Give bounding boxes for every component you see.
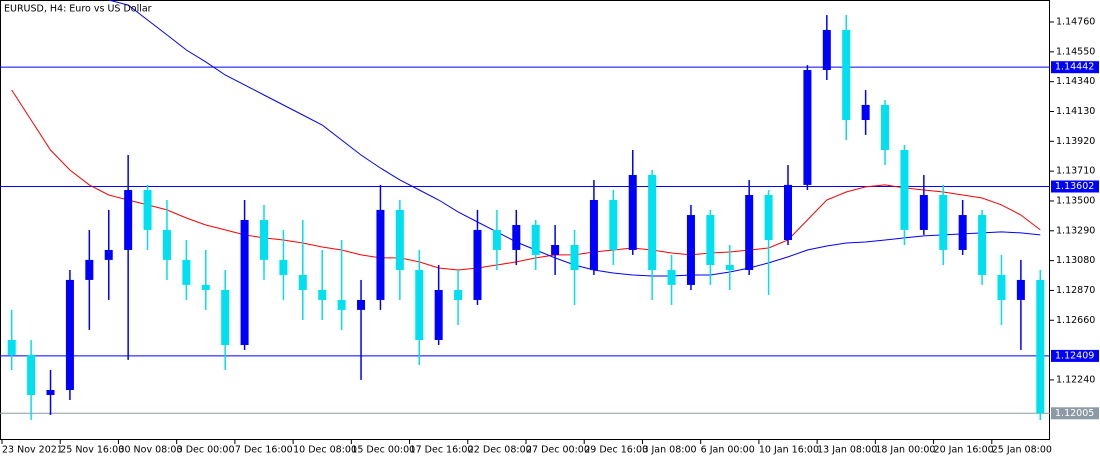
candle-body — [201, 284, 210, 291]
x-tick-label: 3 Jan 08:00 — [642, 445, 696, 456]
candle-body — [1036, 279, 1045, 414]
x-tick-label: 13 Jan 08:00 — [817, 445, 877, 456]
candle-body — [725, 265, 734, 270]
candle-body — [415, 269, 424, 341]
y-tick-label: 1.12660 — [1056, 315, 1095, 326]
candle-body — [337, 299, 346, 310]
candle-body — [260, 220, 268, 260]
candle-body — [667, 269, 676, 285]
candle-body — [104, 249, 113, 260]
x-tick-label: 17 Dec 16:00 — [410, 445, 474, 456]
candle-body — [919, 195, 928, 230]
y-tick-label: 1.13710 — [1056, 166, 1095, 177]
y-tick-label: 1.14340 — [1056, 76, 1095, 87]
candle-body — [240, 220, 249, 345]
candle-body — [978, 215, 987, 275]
candle-body — [764, 195, 773, 241]
x-tick-label: 22 Dec 08:00 — [468, 445, 532, 456]
candle-body — [65, 279, 74, 391]
x-tick-label: 30 Nov 08:00 — [118, 445, 182, 456]
candle-body — [745, 195, 754, 270]
candle-body — [822, 29, 831, 71]
moving-average — [11, 89, 1041, 271]
candle-body — [706, 215, 715, 266]
candle-body — [648, 174, 657, 270]
candle-body — [842, 29, 851, 121]
candle-body — [609, 199, 618, 250]
candle-body — [357, 299, 366, 310]
y-tick-label: 1.12870 — [1056, 285, 1095, 296]
candle-body — [143, 190, 152, 230]
x-tick-label: 25 Jan 08:00 — [992, 445, 1052, 456]
candle-body — [939, 195, 948, 250]
candle-body — [434, 290, 443, 341]
x-tick-label: 29 Dec 16:00 — [584, 445, 648, 456]
candle-body — [162, 229, 171, 260]
y-tick-label: 1.12240 — [1056, 374, 1095, 385]
candle-body — [298, 274, 307, 291]
level-label-bg — [1051, 61, 1099, 74]
plot-area — [0, 0, 1050, 420]
x-tick-label: 18 Jan 00:00 — [875, 445, 935, 456]
candle-body — [686, 215, 695, 285]
candle-body — [958, 215, 967, 250]
y-tick-label: 1.14760 — [1056, 17, 1095, 28]
x-tick-label: 6 Jan 00:00 — [701, 445, 755, 456]
candle-body — [454, 290, 463, 300]
candle-body — [803, 70, 812, 185]
candle-body — [46, 390, 55, 395]
candle-body — [376, 209, 385, 300]
candle-body — [1016, 279, 1025, 300]
level-label-bg — [1051, 407, 1099, 420]
x-tick-label: 15 Dec 00:00 — [351, 445, 415, 456]
candle-body — [318, 290, 327, 300]
x-tick-label: 10 Dec 08:00 — [293, 445, 357, 456]
x-tick-label: 3 Dec 00:00 — [177, 445, 235, 456]
candle-body — [628, 174, 637, 250]
candle-body — [881, 104, 890, 150]
candle-body — [124, 190, 133, 250]
candle-body — [85, 259, 94, 280]
candle-body — [395, 209, 404, 270]
y-tick-label: 1.13290 — [1056, 225, 1095, 236]
x-tick-label: 20 Jan 16:00 — [934, 445, 994, 456]
y-tick-label: 1.14550 — [1056, 46, 1095, 57]
y-tick-label: 1.13920 — [1056, 136, 1095, 147]
candle-body — [531, 224, 540, 255]
candle-body — [997, 274, 1006, 300]
x-tick-label: 7 Dec 16:00 — [235, 445, 293, 456]
level-label-bg — [1051, 349, 1099, 362]
x-tick-label: 23 Nov 2021 — [2, 445, 63, 456]
candle-body — [589, 199, 598, 270]
level-label: 1.12005 — [1055, 408, 1094, 419]
candle-body — [900, 149, 909, 230]
candle-body — [182, 259, 191, 285]
level-label: 1.13602 — [1055, 181, 1094, 192]
candle-body — [492, 229, 501, 250]
plot-frame — [0, 0, 1050, 440]
candle-body — [221, 290, 230, 345]
candle-body — [7, 340, 16, 355]
candle-body — [279, 259, 288, 275]
candle-body — [784, 184, 792, 241]
candle-body — [27, 354, 36, 395]
level-label: 1.12409 — [1055, 350, 1094, 361]
y-tick-label: 1.14130 — [1056, 106, 1095, 117]
y-tick-label: 1.13500 — [1056, 195, 1095, 206]
x-tick-label: 27 Dec 00:00 — [526, 445, 590, 456]
x-tick-label: 10 Jan 16:00 — [759, 445, 819, 456]
candle-body — [861, 104, 870, 121]
y-tick-label: 1.13080 — [1056, 255, 1095, 266]
candle-body — [570, 244, 579, 270]
chart-title: EURUSD, H4: Euro vs US Dollar — [4, 4, 152, 15]
candle-body — [512, 224, 521, 250]
candle-body — [551, 244, 560, 255]
level-label: 1.14442 — [1055, 62, 1094, 73]
x-tick-label: 25 Nov 16:00 — [60, 445, 124, 456]
level-label-bg — [1051, 180, 1099, 193]
candle-body — [473, 229, 482, 300]
